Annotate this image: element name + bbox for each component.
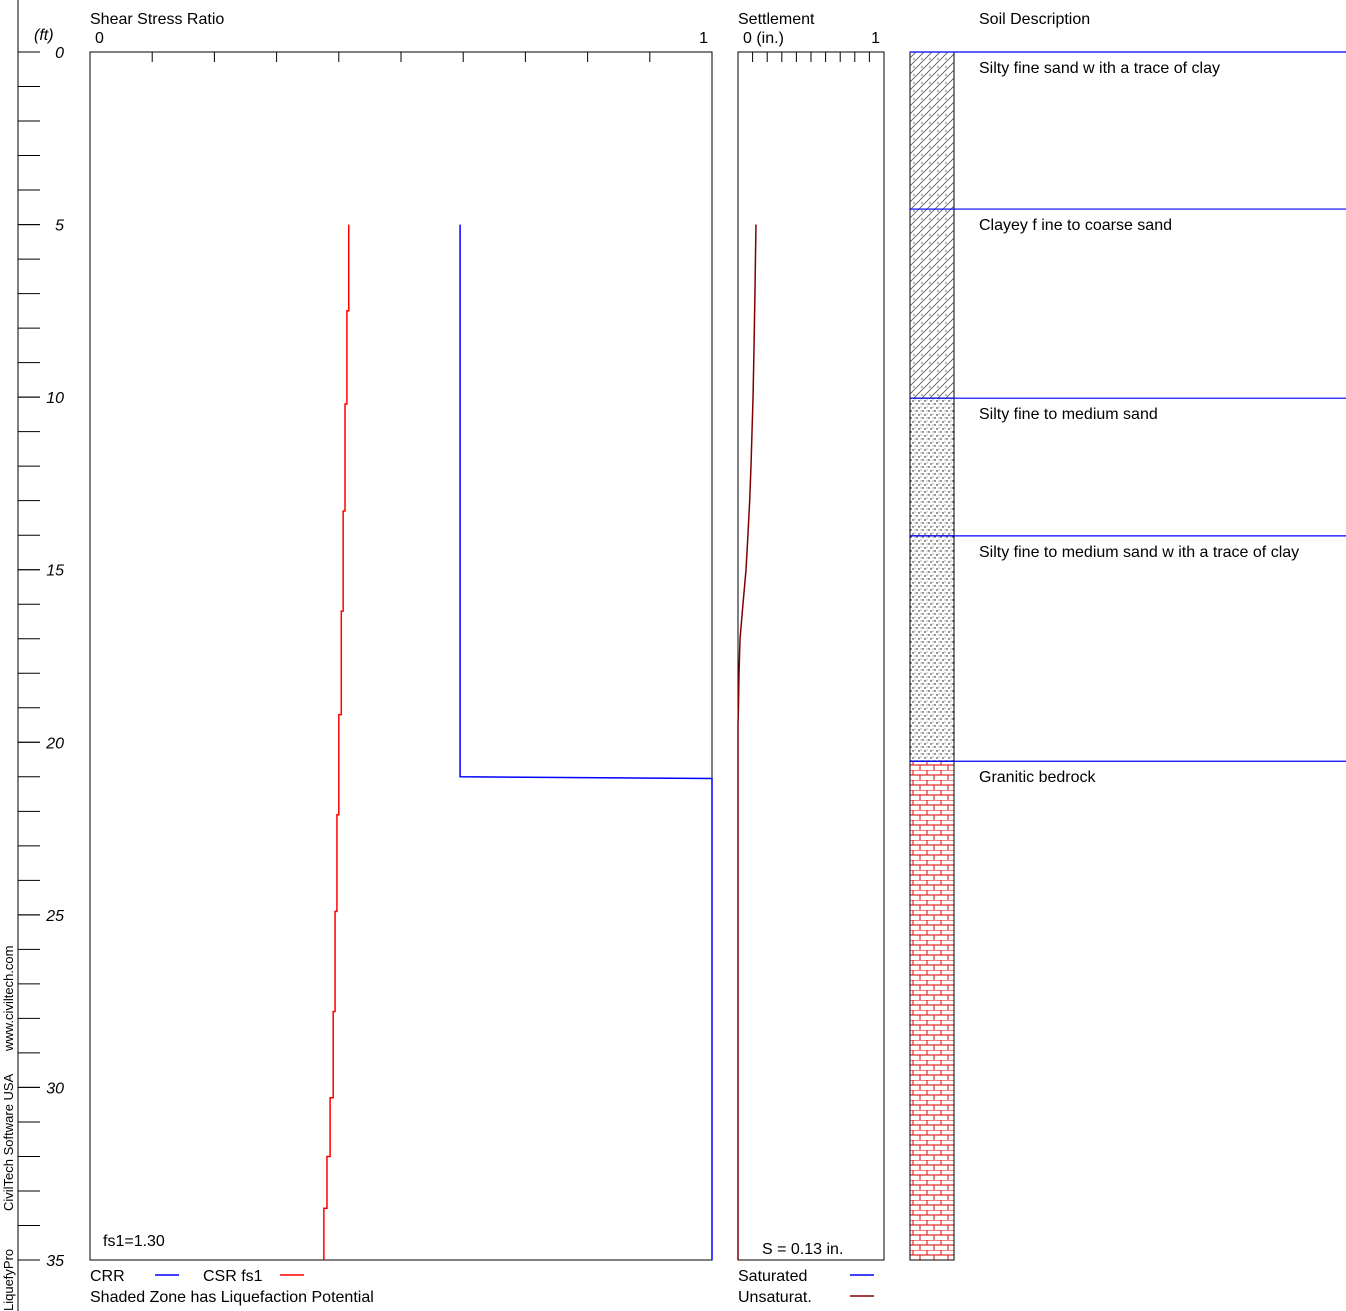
page: {"chart_data": [ {"type": "line", "title… [0,0,1346,1311]
panel-title: Soil Description [979,11,1090,28]
depth-tick-label: 30 [46,1080,64,1097]
annotation: fs1=1.30 [103,1233,165,1250]
layer-description: Silty fine to medium sand w ith a trace … [979,538,1339,567]
credit-text: LiquefyPro [1,1249,16,1311]
depth-tick-label: 20 [45,735,64,752]
layer-description: Clayey f ine to coarse sand [979,211,1339,240]
series-line [460,225,712,1260]
depth-axis-label: (ft) [34,27,54,44]
x-tick-label: 0 (in.) [743,30,784,47]
soil-layer [910,761,954,1260]
soil-layer [910,398,954,536]
depth-tick-label: 5 [55,218,64,235]
panel-title: Settlement [738,11,815,28]
layer-description-box: Granitic bedrock [979,763,1339,833]
depth-tick-label: 15 [46,563,64,580]
x-tick-label: 1 [699,30,708,47]
plot-frame [90,52,712,1260]
note: Shaded Zone has Liquefaction Potential [90,1289,374,1306]
x-tick-label: 0 [95,30,104,47]
series-line [324,225,349,1260]
chart: LiquefyPro CivilTech Software USA www.civi… [0,0,1346,1311]
series-line [738,225,756,1260]
layer-description-box: Silty fine sand w ith a trace of clay [979,54,1339,124]
legend-label: Saturated [738,1268,807,1285]
panel-title: Shear Stress Ratio [90,11,224,28]
soil-layer [910,536,954,761]
depth-tick-label: 35 [46,1253,64,1270]
x-tick-label: 1 [871,30,880,47]
depth-tick-label: 10 [46,390,64,407]
depth-tick-label: 25 [45,908,64,925]
credit-text: CivilTech Software USA [1,1073,16,1211]
layer-description-box: Silty fine to medium sand w ith a trace … [979,538,1339,608]
layer-description: Silty fine sand w ith a trace of clay [979,54,1339,83]
soil-layer [910,209,954,398]
legend-label: CRR [90,1268,125,1285]
depth-tick-label: 0 [55,45,64,62]
credit-text: www.civiltech.com [1,946,16,1052]
legend-label: CSR fs1 [203,1268,263,1285]
layer-description-box: Silty fine to medium sand [979,400,1339,470]
layer-description-box: Clayey f ine to coarse sand [979,211,1339,281]
annotation: S = 0.13 in. [762,1241,843,1258]
layer-description: Silty fine to medium sand [979,400,1339,429]
layer-description: Granitic bedrock [979,763,1339,792]
legend-label: Unsaturat. [738,1289,812,1306]
soil-layer [910,52,954,209]
credits: LiquefyPro CivilTech Software USA www.civi… [1,946,16,1311]
plot-frame [738,52,884,1260]
